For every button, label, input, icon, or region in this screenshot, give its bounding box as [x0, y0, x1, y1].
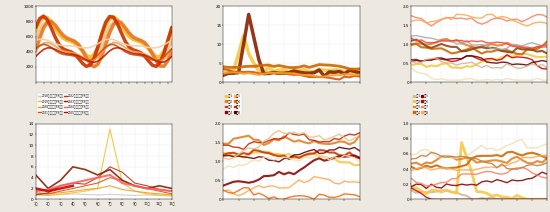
Legend: 系列1, 系列2, 系列3, 系列4, 系列5, 系列6, 系列7, 系列8: 系列1, 系列2, 系列3, 系列4, 系列5, 系列6, 系列7, 系列8 [412, 93, 430, 114]
Legend: 系列1, 系列2, 系列3, 系列4, 系列5, 系列6, 系列7, 系列8: 系列1, 系列2, 系列3, 系列4, 系列5, 系列6, 系列7, 系列8 [225, 93, 242, 114]
Legend: 2018韩国出口量PX数量, 2019韩国出口量PX数量, 2020韩国出口量PX数量, 2021韩国出口量PX数量, 2022韩国出口量PX数量, 2023韩: 2018韩国出口量PX数量, 2019韩国出口量PX数量, 2020韩国出口量P… [37, 93, 90, 114]
